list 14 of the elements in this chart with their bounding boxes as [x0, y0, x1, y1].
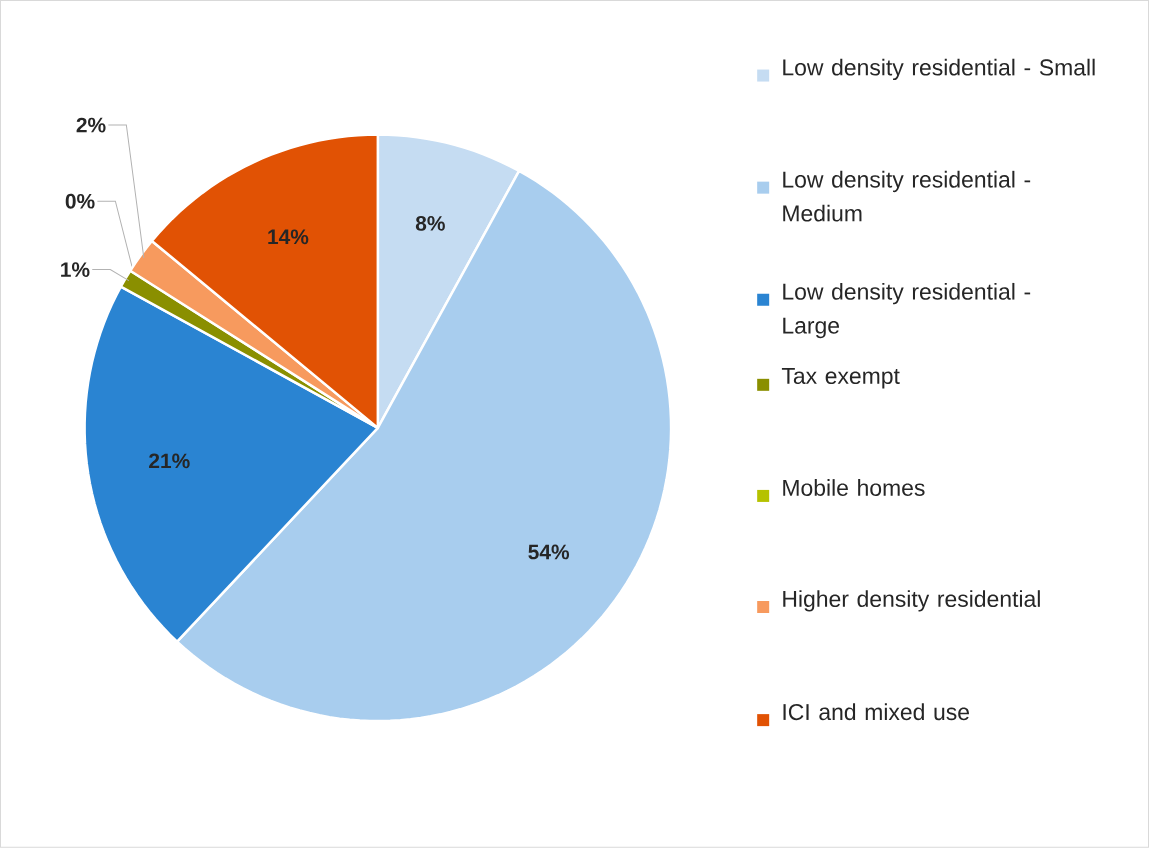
data-label: 8% [415, 216, 445, 231]
data-label: 2% [76, 117, 106, 133]
legend-label: Low density residential - Small [783, 58, 1095, 81]
data-label: 21% [149, 453, 190, 469]
legend-label: Tax exempt [781, 368, 900, 389]
text: 0% [65, 193, 95, 209]
legend-label: ICI and mixed use [783, 703, 969, 721]
legend-label: Low density residential - Large [783, 283, 1031, 339]
data-label: 14% [268, 229, 309, 245]
legend-label: Higher density residential [783, 590, 1040, 612]
legend-label: Mobile homes [783, 479, 925, 497]
legend-label: Low density residential - Medium [783, 170, 1031, 222]
data-label: 1% [61, 262, 90, 278]
data-label: 54% [528, 544, 570, 560]
